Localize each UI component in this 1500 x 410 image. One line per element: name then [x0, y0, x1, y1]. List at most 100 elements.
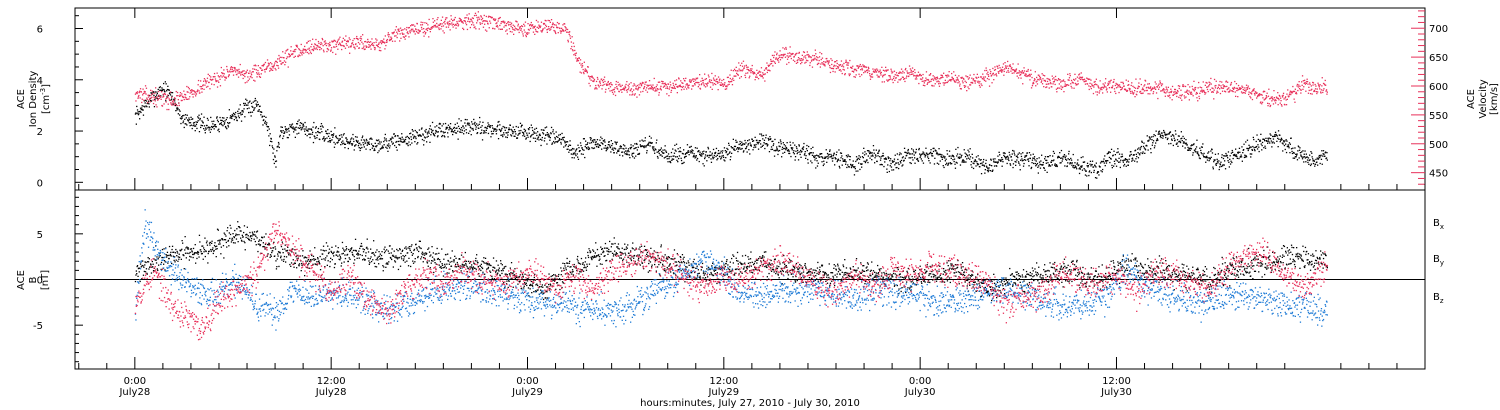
- data-point: [635, 147, 637, 149]
- data-point: [312, 48, 314, 50]
- data-point: [161, 87, 163, 89]
- data-point: [267, 65, 269, 67]
- data-point: [858, 158, 861, 160]
- data-point: [168, 89, 170, 91]
- data-point: [478, 123, 480, 125]
- data-point: [371, 42, 373, 44]
- data-point: [505, 23, 508, 25]
- data-point: [422, 134, 424, 136]
- data-point: [1094, 177, 1097, 179]
- data-point: [157, 88, 159, 91]
- data-point: [647, 84, 649, 87]
- data-point: [241, 113, 243, 115]
- data-point: [473, 14, 476, 17]
- data-point: [528, 29, 530, 31]
- data-point: [525, 138, 527, 140]
- data-point: [356, 35, 358, 38]
- data-point: [811, 66, 814, 68]
- data-point: [440, 19, 442, 21]
- data-point: [580, 64, 582, 66]
- data-point: [1168, 133, 1170, 135]
- data-point: [662, 81, 664, 83]
- data-point: [1195, 148, 1197, 150]
- data-point: [1288, 147, 1290, 149]
- data-point: [794, 144, 796, 146]
- data-point: [839, 64, 841, 67]
- data-point: [813, 156, 815, 158]
- data-point: [883, 74, 885, 76]
- data-point: [203, 80, 205, 82]
- data-point: [261, 111, 263, 113]
- data-point: [360, 139, 363, 141]
- data-point: [431, 26, 433, 28]
- data-point: [1142, 152, 1144, 155]
- data-point: [852, 65, 854, 67]
- data-point: [361, 136, 363, 139]
- data-point: [974, 80, 976, 82]
- data-point: [269, 62, 272, 64]
- data-point: [1010, 70, 1012, 72]
- data-point: [871, 159, 873, 161]
- data-point: [455, 24, 458, 26]
- data-point: [221, 124, 223, 126]
- data-point: [657, 157, 659, 159]
- data-point: [630, 144, 632, 146]
- data-point: [993, 165, 996, 167]
- data-point: [582, 68, 584, 71]
- data-point: [399, 33, 401, 35]
- data-point: [404, 141, 406, 143]
- data-point: [1310, 151, 1312, 153]
- data-point: [355, 144, 357, 146]
- data-point: [184, 93, 186, 96]
- data-point: [414, 33, 416, 35]
- data-point: [919, 156, 921, 159]
- data-point: [202, 122, 204, 124]
- data-point: [646, 150, 648, 152]
- data-point: [709, 151, 711, 153]
- data-point: [1159, 135, 1161, 138]
- data-point: [199, 119, 201, 121]
- data-point: [587, 148, 590, 151]
- data-point: [1040, 81, 1042, 83]
- data-point: [396, 36, 398, 39]
- data-point: [691, 88, 693, 90]
- data-point: [1156, 138, 1158, 140]
- data-point: [320, 128, 322, 130]
- data-point: [444, 122, 447, 125]
- data-point: [1085, 170, 1087, 172]
- data-point: [1024, 155, 1026, 157]
- data-point: [300, 43, 302, 46]
- data-point: [940, 77, 942, 79]
- data-point: [312, 126, 314, 128]
- data-point: [366, 41, 368, 44]
- data-point: [217, 121, 219, 123]
- data-point: [1095, 166, 1097, 168]
- data-point: [411, 142, 413, 144]
- data-point: [396, 31, 398, 33]
- data-point: [1135, 158, 1137, 160]
- data-point: [866, 70, 868, 72]
- data-point: [842, 64, 844, 66]
- data-point: [911, 71, 913, 73]
- data-point: [912, 70, 914, 72]
- data-point: [139, 88, 142, 90]
- data-point: [1249, 146, 1251, 148]
- data-point: [540, 30, 542, 32]
- data-point: [458, 127, 461, 130]
- data-point: [542, 29, 544, 31]
- data-point: [411, 129, 413, 131]
- data-point: [413, 30, 416, 32]
- data-point: [605, 150, 607, 152]
- data-point: [402, 33, 404, 35]
- data-point: [150, 89, 152, 91]
- data-point: [994, 158, 996, 160]
- data-point: [1111, 167, 1113, 169]
- data-point: [1319, 156, 1321, 159]
- data-point: [248, 111, 250, 114]
- data-point: [708, 156, 710, 159]
- data-point: [1000, 160, 1002, 162]
- data-point: [203, 116, 205, 118]
- data-point: [1005, 158, 1007, 160]
- data-point: [385, 44, 387, 47]
- data-point: [250, 75, 252, 78]
